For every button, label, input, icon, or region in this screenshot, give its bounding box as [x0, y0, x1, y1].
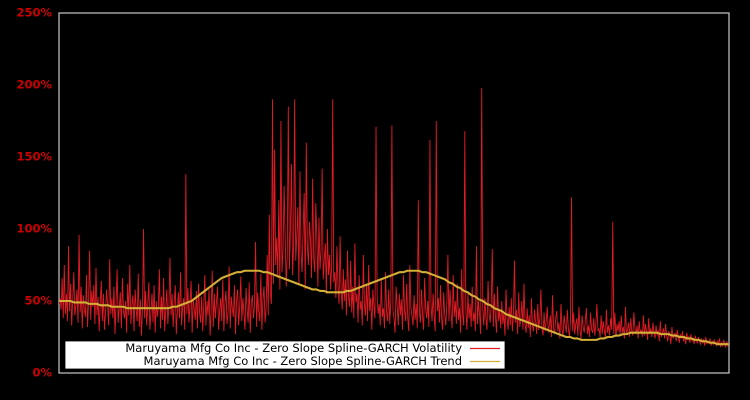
plot-area-border — [58, 12, 730, 374]
y-axis-tick-labels: 250% 200% 150% 100% 50% 0% — [16, 6, 52, 380]
volatility-series-line — [59, 87, 729, 349]
y-axis-tick-200: 200% — [16, 78, 52, 92]
legend-label-trend: Maruyama Mfg Co Inc - Zero Slope Spline-… — [144, 354, 462, 368]
legend-label-volatility: Maruyama Mfg Co Inc - Zero Slope Spline-… — [125, 341, 462, 355]
legend-box — [64, 340, 506, 370]
y-axis-tick-0: 0% — [32, 366, 52, 380]
trend-series-line — [59, 269, 729, 346]
y-axis-tick-50: 50% — [24, 294, 52, 308]
y-axis-tick-150: 150% — [16, 150, 52, 164]
y-axis-tick-100: 100% — [16, 222, 52, 236]
chart-legend[interactable]: Maruyama Mfg Co Inc - Zero Slope Spline-… — [64, 340, 506, 370]
y-axis-tick-250: 250% — [16, 6, 52, 20]
